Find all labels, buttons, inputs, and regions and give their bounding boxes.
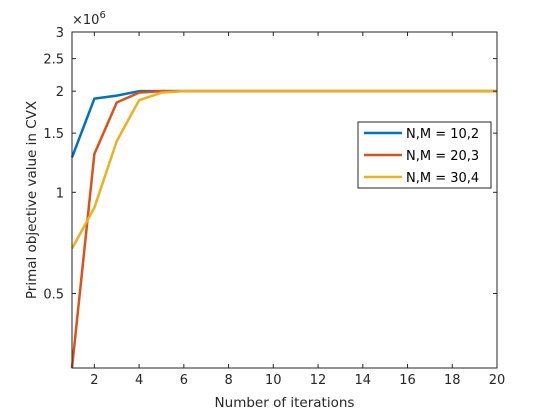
x-tick-label: 14 bbox=[355, 373, 372, 388]
series-layer bbox=[70, 89, 497, 369]
legend-label: N,M = 20,3 bbox=[406, 149, 479, 164]
legend-entries: N,M = 10,2 N,M = 20,3 N,M = 30,4 bbox=[364, 127, 479, 186]
x-tick-label: 6 bbox=[180, 373, 188, 388]
y-tick-label: 1.5 bbox=[43, 127, 64, 142]
series-line-3 bbox=[70, 89, 497, 250]
plot-area bbox=[72, 32, 497, 368]
y-tick-label: 0.5 bbox=[43, 287, 64, 302]
x-tick-label: 4 bbox=[135, 373, 143, 388]
x-tick-label: 16 bbox=[399, 373, 416, 388]
x-tick-label: 18 bbox=[444, 373, 461, 388]
tick-layer: 2 4 6 8 10 12 14 16 18 20 0.5 1 1.5 2 2.5 3 bbox=[43, 26, 505, 388]
y-tick-label: 2 bbox=[56, 85, 64, 100]
y-axis-title: Primal objective value in CVX bbox=[24, 101, 40, 299]
y-exponent-base: ×10 bbox=[72, 13, 99, 28]
x-tick-label: 12 bbox=[310, 373, 327, 388]
x-tick-label: 8 bbox=[224, 373, 232, 388]
x-tick-label: 10 bbox=[265, 373, 282, 388]
legend-label: N,M = 10,2 bbox=[406, 127, 479, 142]
y-exponent-label: ×106 bbox=[72, 10, 106, 28]
x-axis-title: Number of iterations bbox=[215, 395, 355, 411]
y-tick-label: 2.5 bbox=[43, 53, 64, 68]
y-tick-label: 1 bbox=[56, 186, 64, 201]
y-exponent-power: 6 bbox=[99, 10, 105, 21]
legend: N,M = 10,2 N,M = 20,3 N,M = 30,4 bbox=[357, 121, 492, 189]
legend-label: N,M = 30,4 bbox=[406, 171, 479, 186]
y-tick-label: 3 bbox=[56, 26, 64, 41]
x-tick-label: 2 bbox=[90, 373, 98, 388]
x-tick-label: 20 bbox=[489, 373, 506, 388]
